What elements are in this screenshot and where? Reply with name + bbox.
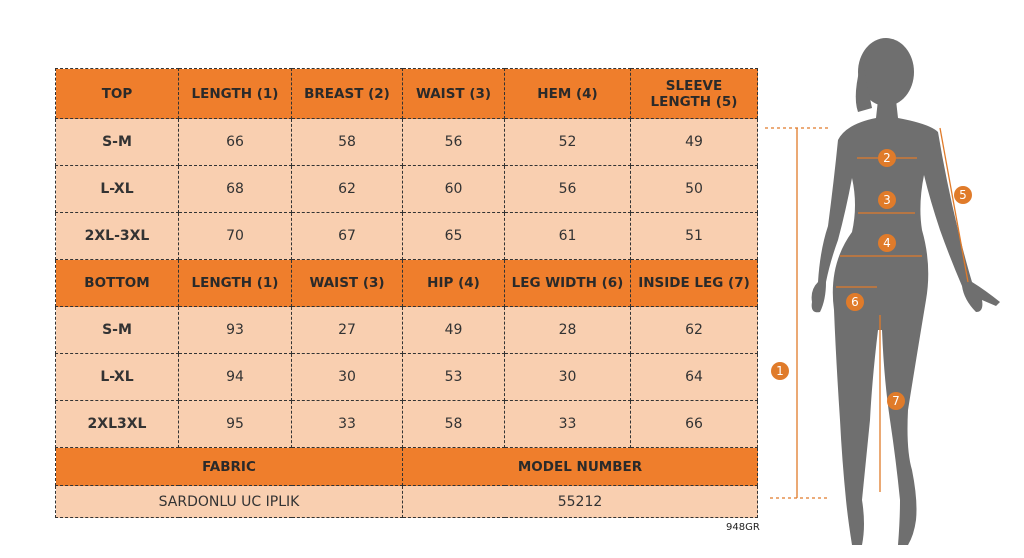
- cell: 56: [504, 165, 631, 213]
- cell: 56: [402, 118, 505, 166]
- cell: 61: [504, 212, 631, 260]
- table-row: 2XL-3XL 70 67 65 61 51: [55, 212, 758, 260]
- cell: S-M: [55, 118, 179, 166]
- cell: 58: [291, 118, 403, 166]
- cell: L-XL: [55, 165, 179, 213]
- cell: 95: [178, 400, 292, 448]
- header-cell: BOTTOM: [55, 259, 179, 307]
- markers: [771, 149, 972, 410]
- cell: 93: [178, 306, 292, 354]
- header-cell: MODEL NUMBER: [402, 447, 758, 486]
- table-row: 2XL3XL 95 33 58 33 66: [55, 400, 758, 448]
- header-cell: HEM (4): [504, 68, 631, 119]
- size-table: TOP LENGTH (1) BREAST (2) WAIST (3) HEM (4) S…: [55, 68, 758, 518]
- cell: SARDONLU UC IPLIK: [55, 485, 403, 518]
- cell: 66: [630, 400, 758, 448]
- table-row: FABRIC MODEL NUMBER: [55, 447, 758, 486]
- table-row: S-M 93 27 49 28 62: [55, 306, 758, 354]
- header-cell: FABRIC: [55, 447, 403, 486]
- cell: 49: [402, 306, 505, 354]
- table-row: BOTTOM LENGTH (1) WAIST (3) HIP (4) LEG WIDT…: [55, 259, 758, 307]
- cell: 55212: [402, 485, 758, 518]
- cell: L-XL: [55, 353, 179, 401]
- table-row: L-XL 68 62 60 56 50: [55, 165, 758, 213]
- cell: 60: [402, 165, 505, 213]
- cell: 94: [178, 353, 292, 401]
- cell: 64: [630, 353, 758, 401]
- cell: 52: [504, 118, 631, 166]
- header-cell: HIP (4): [402, 259, 505, 307]
- cell: 33: [504, 400, 631, 448]
- header-cell: WAIST (3): [402, 68, 505, 119]
- cell: 2XL-3XL: [55, 212, 179, 260]
- header-cell: LEG WIDTH (6): [504, 259, 631, 307]
- table-row: S-M 66 58 56 52 49: [55, 118, 758, 166]
- cell: 65: [402, 212, 505, 260]
- cell: 27: [291, 306, 403, 354]
- marker-label: 5: [959, 188, 967, 202]
- header-cell: LENGTH (1): [178, 259, 292, 307]
- cell: 58: [402, 400, 505, 448]
- cell: 53: [402, 353, 505, 401]
- table-row: TOP LENGTH (1) BREAST (2) WAIST (3) HEM (4) S…: [55, 68, 758, 119]
- header-cell: WAIST (3): [291, 259, 403, 307]
- marker-label: 3: [883, 193, 891, 207]
- cell: 30: [291, 353, 403, 401]
- table-row: SARDONLU UC IPLIK 55212: [55, 485, 758, 518]
- marker-label: 2: [883, 151, 891, 165]
- header-cell: TOP: [55, 68, 179, 119]
- cell: 66: [178, 118, 292, 166]
- marker-label: 4: [883, 236, 891, 250]
- header-cell: SLEEVE LENGTH (5): [630, 68, 758, 119]
- marker-label: 1: [776, 364, 784, 378]
- cell: 51: [630, 212, 758, 260]
- cell: 67: [291, 212, 403, 260]
- marker-label: 6: [851, 295, 859, 309]
- cell: 33: [291, 400, 403, 448]
- marker-label: 7: [892, 394, 900, 408]
- cell: 70: [178, 212, 292, 260]
- silhouette: [811, 38, 1000, 545]
- header-cell: INSIDE LEG (7): [630, 259, 758, 307]
- product-code: 948GR: [726, 522, 760, 533]
- cell: 62: [630, 306, 758, 354]
- cell: S-M: [55, 306, 179, 354]
- measure-lines: [765, 127, 969, 499]
- cell: 50: [630, 165, 758, 213]
